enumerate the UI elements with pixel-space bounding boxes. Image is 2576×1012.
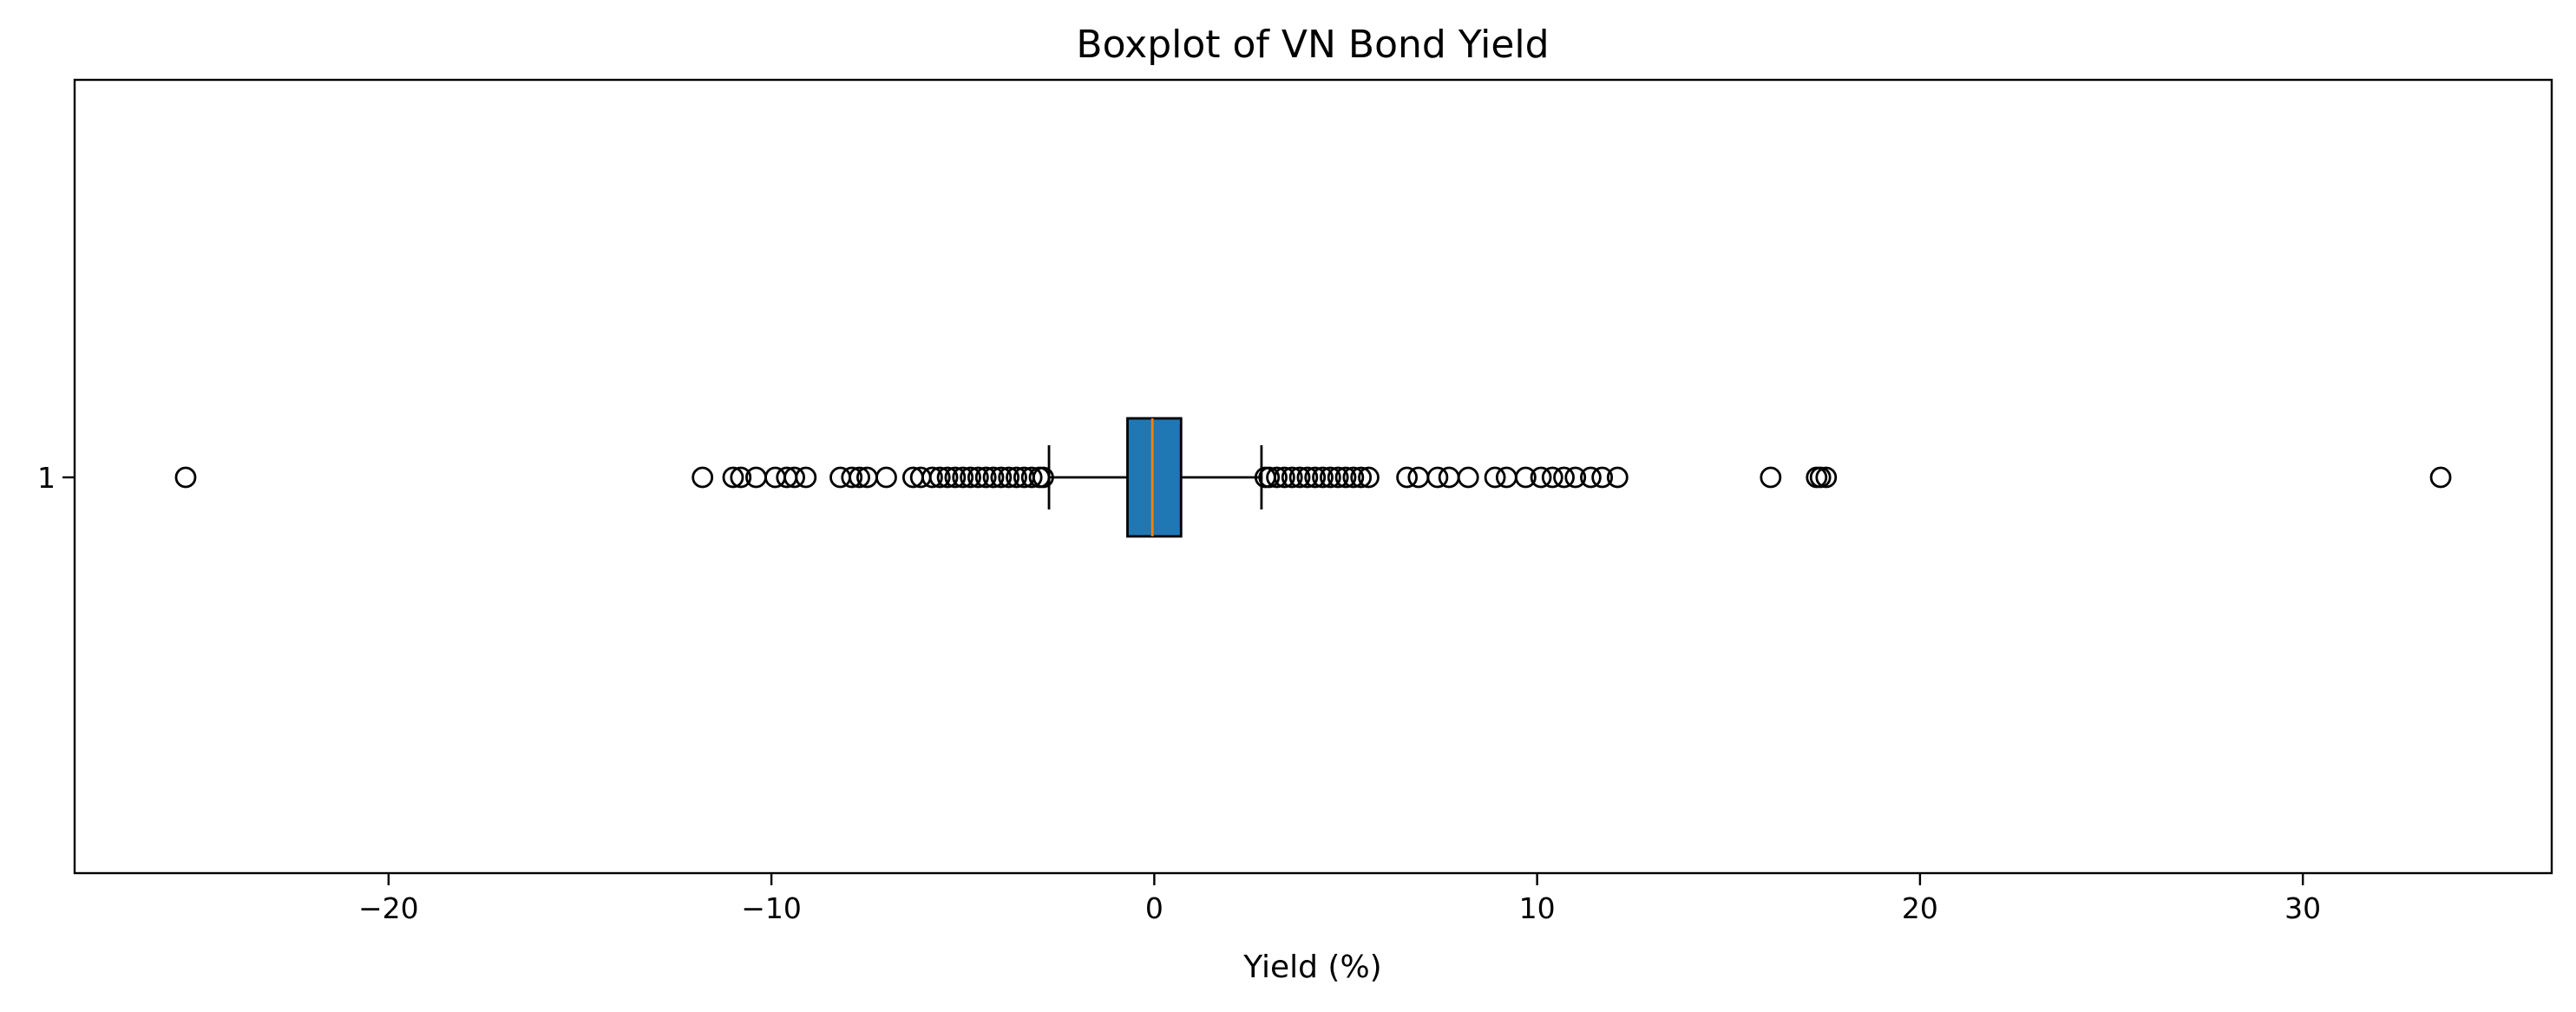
outlier-point: [722, 466, 744, 489]
outlier-point: [1541, 466, 1563, 489]
x-tick-label: −10: [741, 891, 802, 925]
outlier-point: [1815, 466, 1838, 489]
outlier-point: [1288, 466, 1311, 489]
outlier-point: [921, 466, 943, 489]
outlier-point: [1591, 466, 1614, 489]
outlier-point: [1495, 466, 1517, 489]
outlier-point: [1312, 466, 1334, 489]
x-tick-label: 0: [1145, 891, 1163, 925]
outlier-point: [764, 466, 786, 489]
x-tick-label: 20: [1902, 891, 1938, 925]
x-tick-label: −20: [358, 891, 419, 925]
outlier-point: [841, 466, 863, 489]
outlier-point: [982, 466, 1005, 489]
outlier-point: [795, 466, 817, 489]
box-and-whiskers: [1047, 417, 1263, 538]
x-axis-ticks: −20 −10 0 10 20 30: [358, 873, 2321, 925]
outlier-point: [974, 466, 997, 489]
outlier-point: [849, 466, 870, 489]
outlier-point: [730, 466, 752, 489]
outlier-point: [1020, 466, 1043, 489]
outlier-point: [1358, 466, 1380, 489]
outlier-point: [1350, 466, 1373, 489]
outlier-point: [1580, 466, 1602, 489]
outlier-point: [1530, 466, 1552, 489]
iqr-box: [1126, 417, 1183, 538]
outlier-point: [1553, 466, 1575, 489]
outlier-point: [967, 466, 989, 489]
outlier-point: [1484, 466, 1506, 489]
chart-title: Boxplot of VN Bond Yield: [1076, 23, 1549, 67]
outlier-point: [1606, 466, 1629, 489]
outlier-point: [1296, 466, 1319, 489]
outlier-point: [1334, 466, 1357, 489]
outlier-point: [1809, 466, 1832, 489]
y-axis-ticks: 1: [37, 461, 75, 495]
outlier-point: [928, 466, 951, 489]
outlier-point: [1319, 466, 1341, 489]
x-tick-label: 30: [2284, 891, 2321, 925]
outlier-point: [174, 466, 197, 489]
outlier-point: [1258, 466, 1281, 489]
outlier-point: [783, 466, 805, 489]
outlier-point: [944, 466, 967, 489]
outlier-point: [829, 466, 851, 489]
outlier-point: [1327, 466, 1349, 489]
outlier-point: [998, 466, 1020, 489]
outlier-point: [875, 466, 897, 489]
outlier-point: [936, 466, 959, 489]
outlier-point: [1438, 466, 1460, 489]
outlier-point: [1457, 466, 1479, 489]
outlier-point: [1515, 466, 1537, 489]
outlier-point: [1426, 466, 1449, 489]
outlier-point: [1006, 466, 1027, 489]
outlier-point: [990, 466, 1013, 489]
outlier-point: [1396, 466, 1419, 489]
outlier-point: [952, 466, 974, 489]
outlier-point: [1281, 466, 1303, 489]
outlier-point: [1760, 466, 1782, 489]
outlier-point: [1274, 466, 1295, 489]
outlier-point: [1266, 466, 1288, 489]
outlier-point: [692, 466, 714, 489]
y-tick-label: 1: [37, 461, 56, 495]
outlier-point: [1407, 466, 1430, 489]
outlier-point: [1342, 466, 1365, 489]
outlier-point: [960, 466, 981, 489]
x-axis-label: Yield (%): [1242, 950, 1381, 985]
outlier-point: [2429, 466, 2452, 489]
x-tick-label: 10: [1519, 891, 1556, 925]
outlier-point: [1032, 466, 1054, 489]
outlier-point: [1564, 466, 1587, 489]
outlier-point: [1304, 466, 1327, 489]
outlier-points: [174, 466, 2452, 489]
